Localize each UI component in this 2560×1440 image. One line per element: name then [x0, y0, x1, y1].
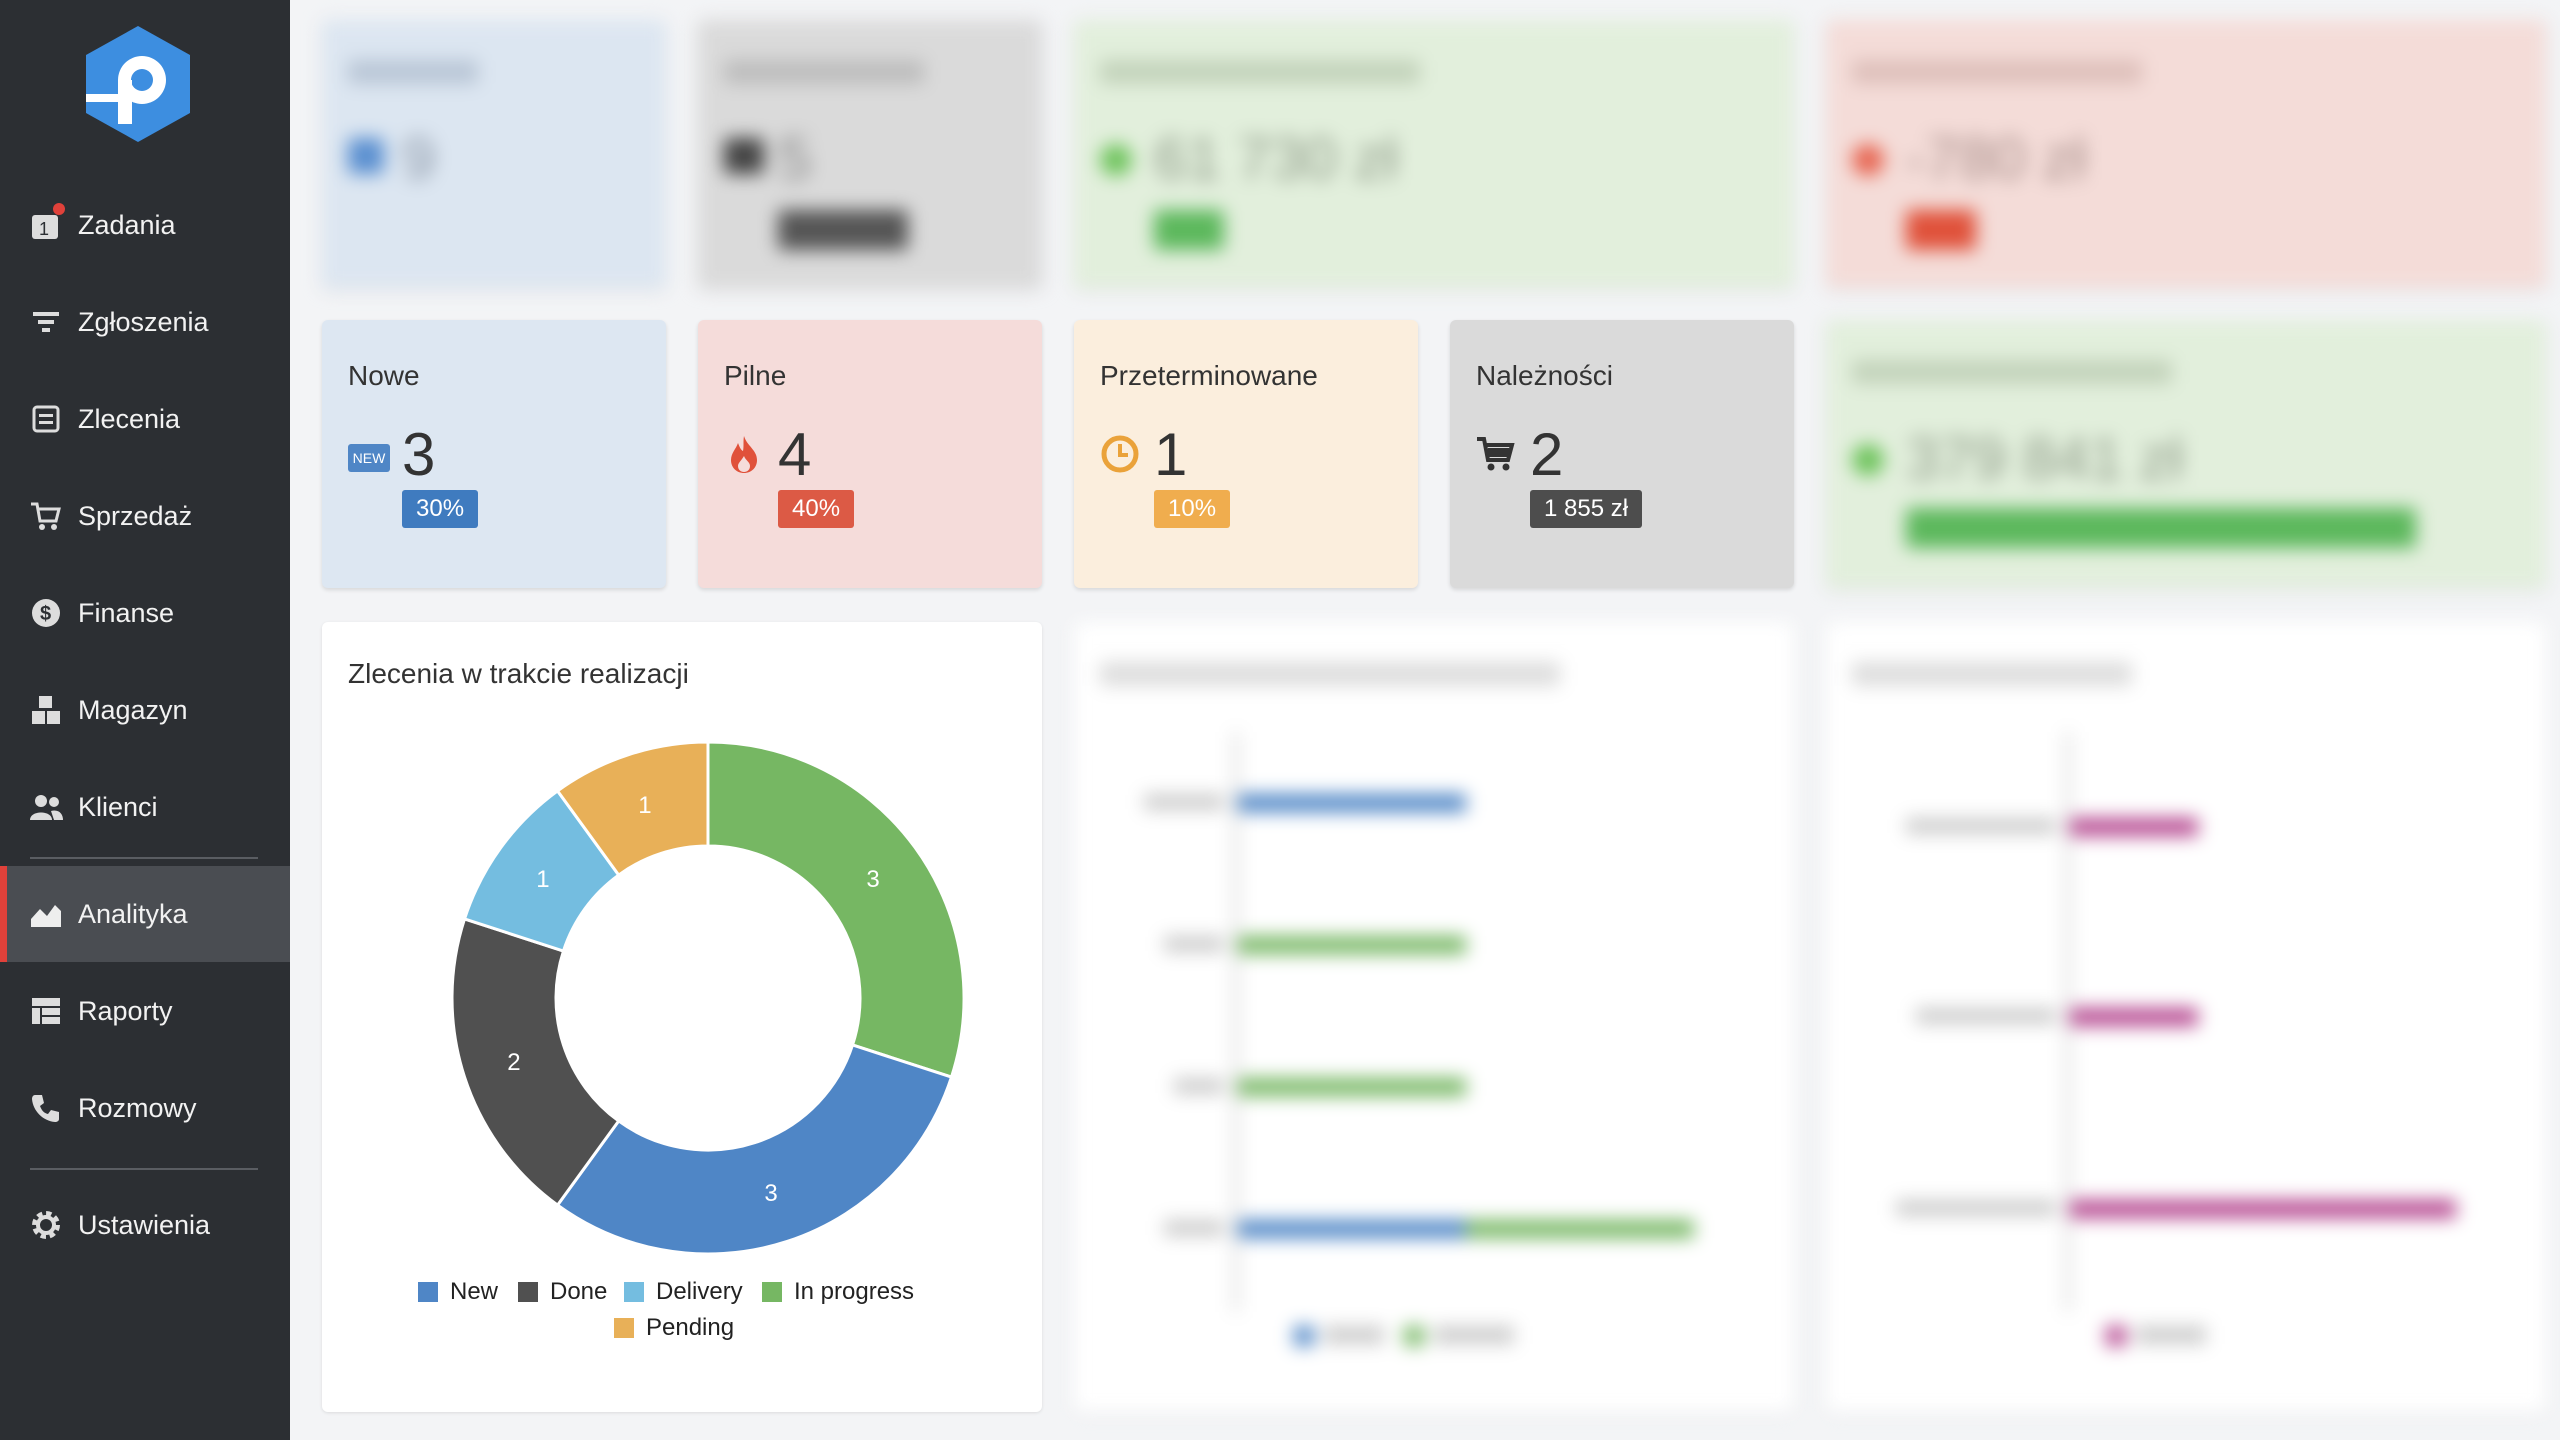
nav-item-sprzedaz[interactable]: Sprzedaż [0, 468, 290, 564]
stat-card-przeterminowane[interactable]: Przeterminowane 1 10% [1074, 320, 1418, 588]
nav-item-finanse[interactable]: $ Finanse [0, 565, 290, 661]
sidebar: 1 Zadania Zgłoszenia Zlecenia Sprzedaż $… [0, 0, 290, 1440]
blurred-value: -780 zł [1906, 125, 2087, 192]
nav-label: Analityka [78, 898, 188, 929]
nav-label: Zgłoszenia [78, 306, 209, 337]
donut-slice-label: 1 [638, 792, 651, 819]
nav-label: Klienci [78, 791, 158, 822]
dashboard: 9 5 61 730 zł -780 zł Nowe NEW 3 30% Pil… [290, 0, 2560, 1440]
chart-legend: New Done Delivery In progress Pending [322, 622, 1042, 1412]
app-logo[interactable] [82, 24, 194, 144]
boxes-icon [28, 692, 64, 728]
new-icon: NEW [348, 444, 390, 472]
legend-label: New [450, 1278, 499, 1305]
donut-slice-label: 1 [536, 866, 549, 893]
blurred-stat-card: 61 730 zł [1074, 20, 1794, 288]
orders-icon [28, 401, 64, 437]
nav-item-rozmowy[interactable]: Rozmowy [0, 1060, 290, 1156]
nav-label: Rozmowy [78, 1092, 197, 1123]
blurred-chart-panel [1826, 622, 2546, 1412]
notification-dot [53, 203, 65, 215]
new-icon-text: NEW [352, 450, 386, 466]
phone-icon [28, 1090, 64, 1126]
donut-slice-label: 3 [866, 866, 879, 893]
panel-title: Zlecenia w trakcie realizacji [348, 658, 689, 689]
nav-label: Zlecenia [78, 403, 181, 434]
blurred-value: 9 [402, 125, 436, 192]
dollar-icon: $ [28, 595, 64, 631]
legend-label: Pending [646, 1314, 735, 1341]
blurred-value: 379 841 zł [1906, 425, 2183, 492]
chart-icon [28, 896, 64, 932]
stat-value: 2 [1530, 421, 1564, 488]
fire-icon [724, 434, 764, 474]
nav-divider [30, 857, 258, 859]
donut-slice-new[interactable] [555, 1043, 954, 1256]
stat-value: 1 [1154, 421, 1188, 488]
blurred-stat-card: 9 [322, 20, 666, 288]
nav-item-zgloszenia[interactable]: Zgłoszenia [0, 274, 290, 370]
nav-item-klienci[interactable]: Klienci [0, 759, 290, 855]
stat-badge: 1 855 zł [1530, 490, 1643, 528]
legend-item-pending[interactable]: Pending [614, 1314, 734, 1342]
tasks-icon: 1 [28, 207, 64, 243]
legend-item-in-progress[interactable]: In progress [762, 1278, 914, 1306]
nav-label: Finanse [78, 597, 175, 628]
nav-item-zadania[interactable]: 1 Zadania [0, 177, 290, 273]
stat-value: 4 [778, 421, 812, 488]
nav-divider [30, 1168, 258, 1170]
gear-icon [28, 1207, 64, 1243]
legend-item-new[interactable]: New [418, 1278, 498, 1306]
blurred-value: 5 [778, 125, 812, 192]
users-icon [28, 789, 64, 825]
donut-slice-in-progress[interactable] [706, 740, 966, 1079]
stat-value: 3 [402, 421, 436, 488]
nav-item-magazyn[interactable]: Magazyn [0, 662, 290, 758]
nav-label: Raporty [78, 995, 173, 1026]
stat-title: Przeterminowane [1100, 360, 1318, 391]
donut-slice-pending[interactable] [555, 740, 710, 878]
nav-item-analityka[interactable]: Analityka [0, 866, 290, 962]
stat-card-naleznosci[interactable]: Należności 2 1 855 zł [1450, 320, 1794, 588]
nav-label: Magazyn [78, 694, 188, 725]
blurred-stat-card: 379 841 zł [1826, 320, 2546, 588]
blurred-stat-card: 5 [698, 20, 1042, 288]
cart-icon [28, 498, 64, 534]
blurred-chart-panel [1074, 622, 1794, 1412]
legend-item-delivery[interactable]: Delivery [624, 1278, 743, 1306]
donut-slice-label: 2 [507, 1049, 520, 1076]
stat-title: Nowe [348, 360, 420, 391]
stat-badge: 10% [1154, 490, 1231, 528]
stat-card-nowe[interactable]: Nowe NEW 3 30% [322, 320, 666, 588]
donut-chart: 3 3 2 1 1 [450, 740, 966, 1256]
cart-icon [1476, 434, 1516, 474]
nav-label: Ustawienia [78, 1209, 211, 1240]
svg-text:1: 1 [39, 219, 49, 239]
legend-label: Delivery [656, 1278, 743, 1305]
legend-label: In progress [794, 1278, 915, 1305]
nav-label: Zadania [78, 209, 176, 240]
nav-item-raporty[interactable]: Raporty [0, 963, 290, 1059]
nav-item-zlecenia[interactable]: Zlecenia [0, 371, 290, 467]
donut-slice-done[interactable] [450, 917, 621, 1208]
nav-item-ustawienia[interactable]: Ustawienia [0, 1177, 290, 1273]
stat-title: Pilne [724, 360, 787, 391]
clock-icon [1100, 434, 1140, 474]
nav-label: Sprzedaż [78, 500, 193, 531]
blurred-stat-card: -780 zł [1826, 20, 2546, 288]
donut-slice-label: 3 [764, 1180, 777, 1207]
filter-icon [28, 304, 64, 340]
reports-icon [28, 993, 64, 1029]
legend-label: Done [550, 1278, 608, 1305]
stat-badge: 30% [402, 490, 479, 528]
stat-card-pilne[interactable]: Pilne 4 40% [698, 320, 1042, 588]
stat-title: Należności [1476, 360, 1613, 391]
svg-text:$: $ [40, 603, 51, 625]
blurred-value: 61 730 zł [1154, 125, 1398, 192]
donut-chart-panel: Zlecenia w trakcie realizacji 3 3 2 1 1 New … [322, 622, 1042, 1412]
stat-badge: 40% [778, 490, 855, 528]
legend-item-done[interactable]: Done [518, 1278, 607, 1306]
